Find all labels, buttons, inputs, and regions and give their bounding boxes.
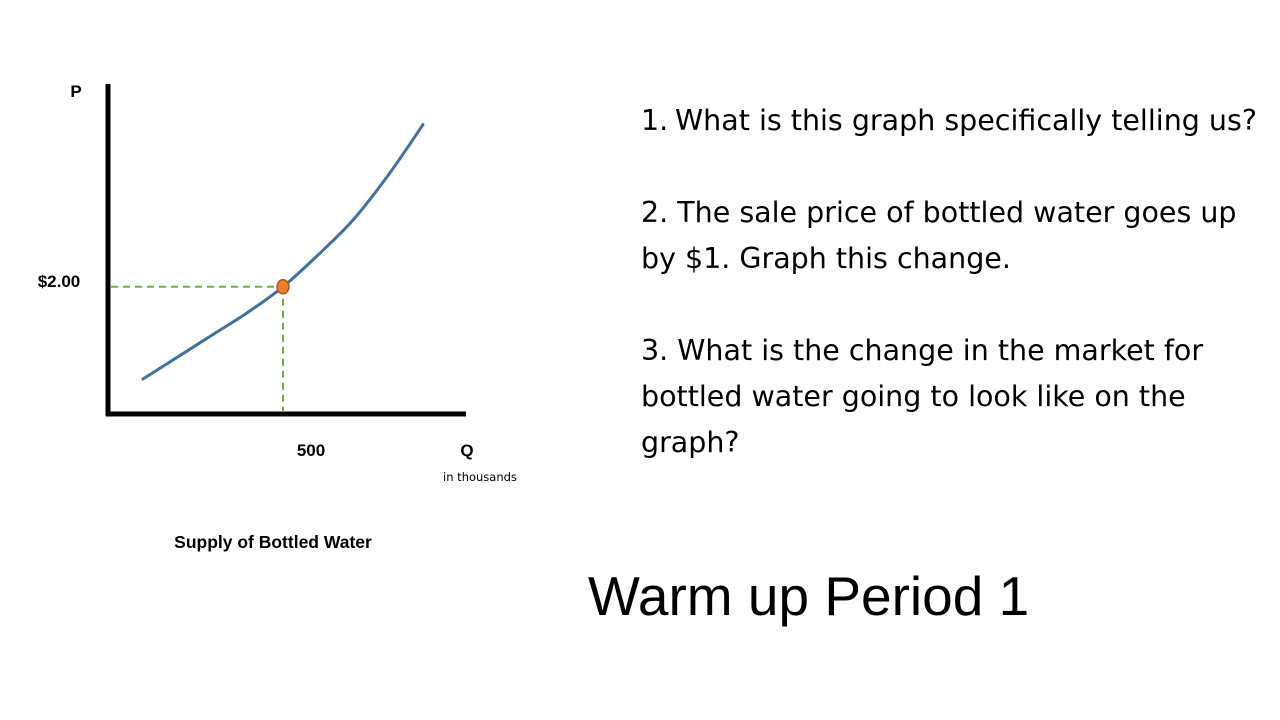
question-list: 1. What is this graph specifically telli… [641,98,1261,466]
question-spacer [641,144,1261,190]
x-tick-label: 500 [297,441,325,460]
question-3: 3. What is the change in the market for … [641,334,1204,459]
y-tick-label: $2.00 [38,272,81,291]
question-1-text: What is this graph specifically telling … [675,104,1257,137]
question-2: 2. The sale price of bottled water goes … [641,196,1237,275]
slide-title: Warm up Period 1 [588,565,1030,627]
supply-chart: P Q in thousands $2.00 500 Supply of Bot… [38,82,517,552]
y-axis-label: P [70,82,81,101]
highlighted-point [276,279,290,295]
question-1: 1. What is this graph specifically telli… [641,98,1261,144]
chart-title: Supply of Bottled Water [174,532,372,552]
question-1-number: 1. [641,104,669,137]
x-axis-unit-label: in thousands [443,470,517,484]
x-axis-label: Q [460,441,473,460]
question-spacer [641,282,1261,328]
